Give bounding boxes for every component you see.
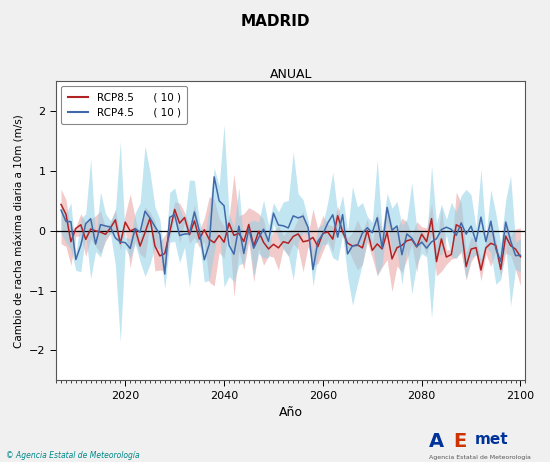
Text: MADRID: MADRID <box>240 14 310 29</box>
Text: © Agencia Estatal de Meteorología: © Agencia Estatal de Meteorología <box>6 451 139 460</box>
X-axis label: Año: Año <box>279 406 303 419</box>
Text: E: E <box>453 432 466 450</box>
Text: A: A <box>429 432 444 450</box>
Y-axis label: Cambio de racha máxima diaria a 10m (m/s): Cambio de racha máxima diaria a 10m (m/s… <box>15 114 25 347</box>
Legend: RCP8.5      ( 10 ), RCP4.5      ( 10 ): RCP8.5 ( 10 ), RCP4.5 ( 10 ) <box>61 86 187 124</box>
Title: ANUAL: ANUAL <box>270 68 312 81</box>
Text: Agencia Estatal de Meteorología: Agencia Estatal de Meteorología <box>429 454 531 460</box>
Text: met: met <box>475 432 509 446</box>
